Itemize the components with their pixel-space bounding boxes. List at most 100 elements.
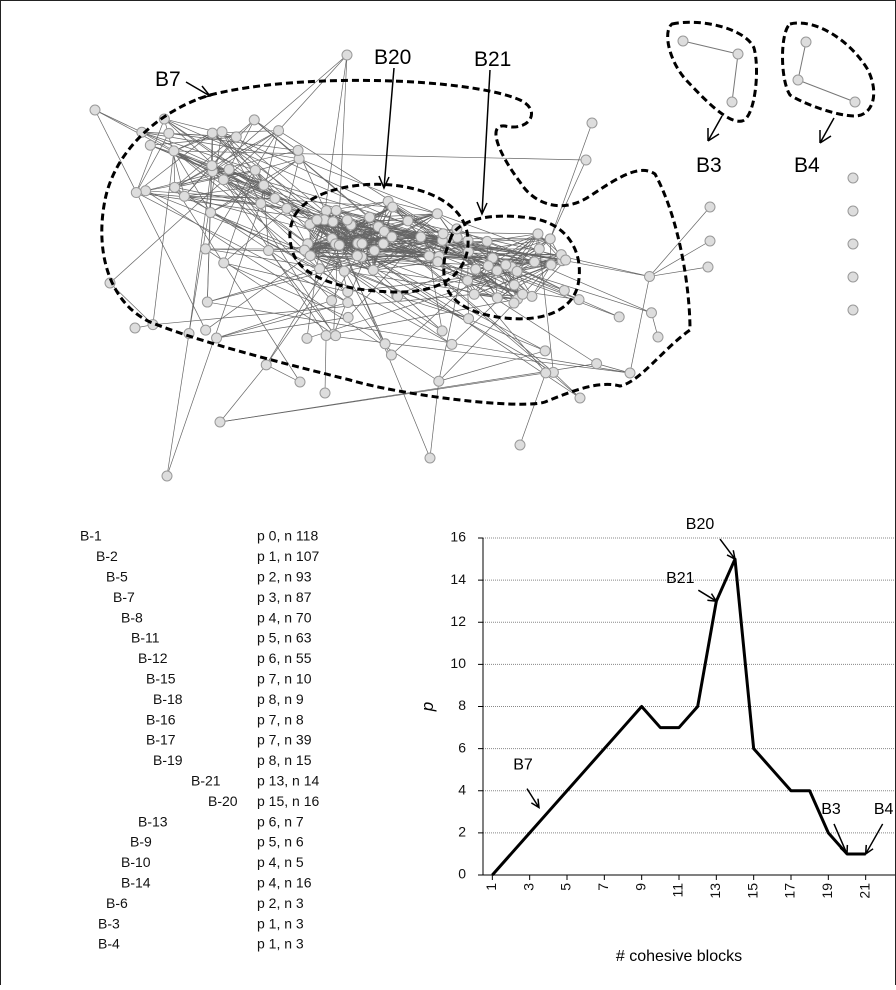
node bbox=[388, 202, 398, 212]
annotation-arrow bbox=[720, 539, 735, 559]
node bbox=[433, 257, 443, 267]
block-stats: p 7, n 39 bbox=[257, 732, 312, 748]
node bbox=[339, 266, 349, 276]
annotation-label: B4 bbox=[874, 801, 894, 818]
node bbox=[231, 132, 241, 142]
edge bbox=[430, 381, 439, 458]
annotation-label: B7 bbox=[513, 757, 533, 774]
edge bbox=[266, 245, 339, 365]
node bbox=[463, 275, 473, 285]
node bbox=[533, 229, 543, 239]
node bbox=[169, 146, 179, 156]
node bbox=[434, 376, 444, 386]
block-name: B-15 bbox=[146, 671, 176, 687]
edge bbox=[550, 123, 592, 239]
edge bbox=[468, 280, 469, 318]
node bbox=[574, 295, 584, 305]
edge bbox=[325, 335, 326, 393]
y-tick-label: 12 bbox=[450, 613, 466, 629]
block-name: B-6 bbox=[106, 895, 128, 911]
block-stats: p 3, n 87 bbox=[257, 589, 312, 605]
node bbox=[207, 128, 217, 138]
node bbox=[343, 298, 353, 308]
node bbox=[256, 198, 266, 208]
edge bbox=[650, 267, 708, 276]
edge bbox=[220, 365, 266, 422]
node bbox=[380, 339, 390, 349]
node bbox=[540, 346, 550, 356]
block-stats: p 4, n 16 bbox=[257, 875, 312, 891]
node bbox=[224, 164, 234, 174]
edge bbox=[630, 276, 650, 373]
network bbox=[90, 50, 715, 481]
node bbox=[432, 209, 442, 219]
block-stats: p 7, n 10 bbox=[257, 671, 312, 687]
node bbox=[581, 155, 591, 165]
x-tick-label: 9 bbox=[632, 883, 648, 891]
node bbox=[141, 186, 151, 196]
block-name: B-4 bbox=[98, 936, 120, 952]
node bbox=[305, 251, 315, 261]
node bbox=[614, 312, 624, 322]
block-stats: p 7, n 8 bbox=[257, 711, 304, 727]
node bbox=[469, 289, 479, 299]
data-line bbox=[492, 559, 865, 875]
edge bbox=[95, 110, 142, 132]
node bbox=[131, 188, 141, 198]
network-label: B7 bbox=[155, 68, 181, 91]
network-label: B3 bbox=[696, 154, 722, 177]
node bbox=[320, 388, 330, 398]
node bbox=[331, 331, 341, 341]
node bbox=[592, 359, 602, 369]
node bbox=[219, 258, 229, 268]
node bbox=[646, 308, 656, 318]
block-name: B-10 bbox=[121, 854, 151, 870]
node bbox=[321, 206, 331, 216]
x-tick-label: 17 bbox=[782, 883, 798, 899]
edge bbox=[224, 263, 348, 292]
edge bbox=[206, 131, 279, 249]
node bbox=[509, 280, 519, 290]
node bbox=[321, 330, 331, 340]
node bbox=[259, 180, 269, 190]
block-stats: p 13, n 14 bbox=[257, 773, 319, 789]
node bbox=[501, 260, 511, 270]
y-tick-label: 16 bbox=[450, 529, 466, 545]
block-stats: p 1, n 3 bbox=[257, 936, 304, 952]
node bbox=[293, 145, 303, 155]
block-name: B-3 bbox=[98, 915, 120, 931]
node bbox=[437, 326, 447, 336]
node bbox=[218, 175, 228, 185]
node bbox=[274, 126, 284, 136]
node bbox=[264, 246, 274, 256]
block-name: B-9 bbox=[130, 834, 152, 850]
annotation-label: B3 bbox=[821, 801, 841, 818]
node bbox=[312, 215, 322, 225]
block-name: B-16 bbox=[146, 711, 176, 727]
block-stats: p 8, n 15 bbox=[257, 752, 312, 768]
y-tick-label: 2 bbox=[458, 824, 466, 840]
node bbox=[327, 296, 337, 306]
node bbox=[530, 257, 540, 267]
block-name: B-21 bbox=[191, 773, 221, 789]
edge bbox=[279, 131, 444, 234]
node bbox=[416, 232, 426, 242]
node bbox=[201, 244, 211, 254]
node bbox=[250, 165, 260, 175]
node bbox=[387, 232, 397, 242]
network-label: B20 bbox=[374, 46, 411, 69]
node bbox=[215, 417, 225, 427]
node bbox=[561, 255, 571, 265]
block-stats: p 15, n 16 bbox=[257, 793, 319, 809]
node bbox=[352, 251, 362, 261]
node bbox=[342, 215, 352, 225]
x-tick-label: 11 bbox=[670, 883, 686, 898]
node bbox=[334, 240, 344, 250]
network-label: B4 bbox=[794, 154, 820, 177]
x-tick-label: 15 bbox=[744, 883, 760, 899]
node bbox=[518, 289, 528, 299]
edge bbox=[95, 110, 545, 351]
